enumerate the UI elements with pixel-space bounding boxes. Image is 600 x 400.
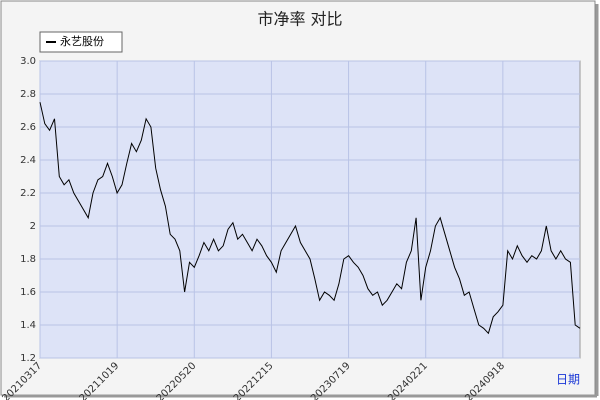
y-tick-label: 2.2 bbox=[20, 188, 36, 199]
legend-box bbox=[39, 31, 123, 53]
y-tick-label: 3.0 bbox=[20, 56, 36, 67]
y-tick-label: 1.4 bbox=[20, 320, 36, 331]
y-tick-label: 2 bbox=[30, 221, 36, 232]
line-series bbox=[39, 102, 581, 335]
y-tick-label: 1.8 bbox=[20, 254, 36, 265]
grid bbox=[39, 60, 580, 359]
legend-label: 永艺股份 bbox=[60, 34, 104, 48]
y-tick-label: 1.6 bbox=[20, 287, 36, 298]
y-tick-label: 2.6 bbox=[20, 122, 36, 133]
chart-title: 市净率 对比 bbox=[257, 10, 342, 29]
x-axis-label: 日期 bbox=[556, 373, 580, 387]
plot-area bbox=[39, 60, 581, 359]
y-tick-label: 1.2 bbox=[20, 353, 36, 364]
y-tick-label: 2.4 bbox=[20, 155, 36, 166]
y-tick-label: 2.8 bbox=[20, 89, 36, 100]
marks bbox=[39, 102, 581, 335]
